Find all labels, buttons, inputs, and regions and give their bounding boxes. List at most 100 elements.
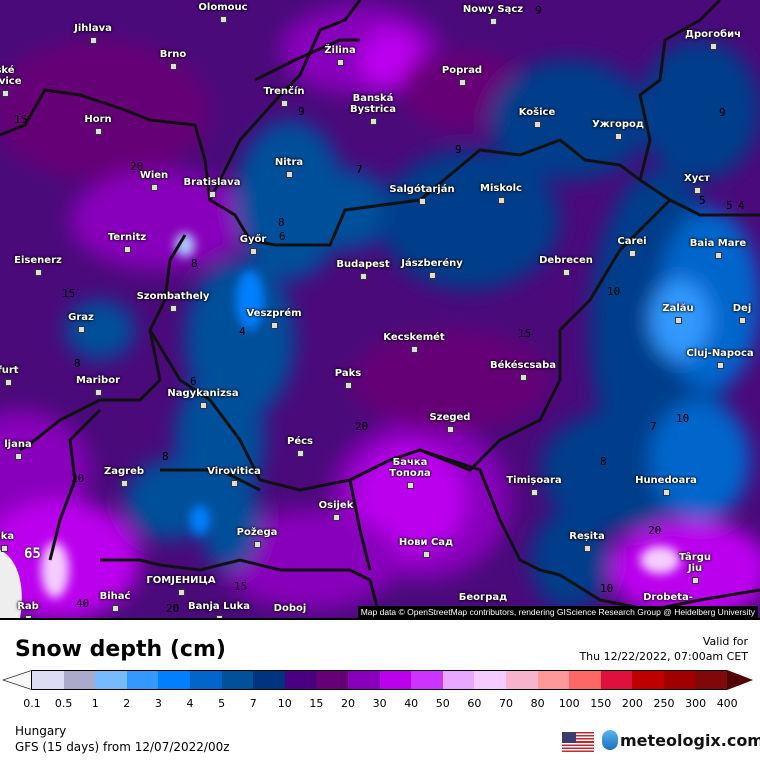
tick-label: 150 <box>590 697 612 710</box>
color-swatch <box>284 670 317 690</box>
tick-label: 70 <box>499 697 513 710</box>
city-label: Salgótarján <box>389 184 455 195</box>
contour-label: 5 <box>726 199 733 212</box>
meteologix-logo-icon <box>602 730 618 750</box>
city-label: Olomouc <box>198 2 248 13</box>
city-label: Budapest <box>336 259 390 270</box>
contour-label: 8 <box>191 257 198 270</box>
color-swatch <box>63 670 96 690</box>
city-label: Graz <box>68 312 94 323</box>
city-label: Jihlava <box>74 23 112 34</box>
city-label: Нови Сад <box>398 537 454 548</box>
contour-label: 40 <box>76 597 90 610</box>
city-label: Baia Mare <box>689 238 747 249</box>
contour-label: 9 <box>719 106 726 119</box>
city-label: Banská Bystrica <box>350 93 396 115</box>
city-label: Osijek <box>318 500 354 511</box>
city-label: Paks <box>334 368 362 379</box>
city-label: Brno <box>159 49 187 60</box>
contour-label: 8 <box>74 357 81 370</box>
tick-label: 60 <box>467 697 482 710</box>
color-swatch <box>600 670 633 690</box>
region-name: Hungary <box>15 724 67 738</box>
color-swatch <box>221 670 254 690</box>
city-label: Carei <box>617 236 647 247</box>
city-label: ské jovice <box>0 65 22 87</box>
tick-label: 20 <box>341 697 355 710</box>
tick-label: 1 <box>91 697 99 710</box>
city-label: ljana <box>4 439 32 450</box>
country-borders <box>0 0 760 618</box>
city-label: Virovitica <box>207 466 261 477</box>
city-label: Rab <box>17 601 39 612</box>
contour-label: 65 <box>24 546 41 562</box>
color-scale-ticks: 0.1 0.5 1 2 3 4 5 7 10 15 20 30 40 50 60 70 80 100 150 200 2… <box>0 697 760 711</box>
city-label: Hunedoara <box>635 475 697 486</box>
contour-label: 9 <box>535 4 542 17</box>
color-swatch <box>632 670 664 690</box>
city-label: ГОМЈЕНИЦА <box>146 575 216 586</box>
color-swatch <box>569 670 601 690</box>
model-run: GFS (15 days) from 12/07/2022/00z <box>15 740 230 754</box>
tick-label: 0.5 <box>54 697 73 710</box>
city-label: Horn <box>84 114 112 125</box>
city-label: Бачка Топола <box>389 457 431 479</box>
us-flag-icon[interactable] <box>562 732 594 752</box>
city-label: Reșita <box>569 531 605 542</box>
city-label: Timișoara <box>506 475 562 486</box>
contour-label: 7 <box>650 420 657 433</box>
tick-label: 30 <box>372 697 387 710</box>
contour-label: 6 <box>279 230 286 243</box>
city-label: Poprad <box>441 65 483 76</box>
city-label: Košice <box>518 107 556 118</box>
contour-label: 9 <box>298 105 305 118</box>
color-swatch <box>379 670 412 690</box>
city-label: Cluj-Napoca <box>686 348 754 359</box>
city-label: Trenčín <box>263 86 305 97</box>
color-swatch <box>474 670 506 690</box>
contour-label: 8 <box>278 216 285 229</box>
tick-label: 250 <box>653 697 675 710</box>
tick-label: 3 <box>154 697 162 710</box>
contour-label: 20 <box>71 472 85 485</box>
contour-label: 10 <box>600 582 614 595</box>
city-label: Drobeta- <box>643 592 693 603</box>
tick-label: 10 <box>277 697 292 710</box>
city-label: Veszprém <box>246 308 302 319</box>
contour-label: 15 <box>518 327 532 340</box>
city-label: furt <box>0 365 19 376</box>
color-swatch <box>189 670 222 690</box>
color-swatch <box>126 670 159 690</box>
tick-label: 200 <box>621 697 643 710</box>
city-label: Дрогобич <box>685 29 741 40</box>
city-label: Miskolc <box>480 183 522 194</box>
meteologix-logo[interactable]: meteologix.com <box>602 730 760 750</box>
color-scale-bar <box>2 670 754 690</box>
tick-label: 5 <box>218 697 226 710</box>
over-range-arrow <box>727 670 754 690</box>
color-swatch <box>347 670 380 690</box>
color-swatch <box>695 670 728 690</box>
city-label: Zalău <box>662 303 694 314</box>
contour-label: 15 <box>234 580 248 593</box>
tick-label: 50 <box>435 697 450 710</box>
contour-label: 4 <box>239 325 246 338</box>
tick-label: 7 <box>249 697 257 710</box>
contour-label: 4 <box>738 199 745 212</box>
city-label: Eisenerz <box>14 255 62 266</box>
color-swatch <box>32 670 64 690</box>
city-label: eka <box>0 531 15 542</box>
contour-label: 8 <box>600 455 607 468</box>
city-label: Ternitz <box>107 232 147 243</box>
color-swatch <box>442 670 475 690</box>
color-swatch <box>158 670 190 690</box>
city-label: Jászberény <box>401 258 463 269</box>
snow-depth-map[interactable]: Olomouc Jihlava Brno ské jovice Žilina P… <box>0 0 760 620</box>
valid-datetime: Thu 12/22/2022, 07:00am CET <box>579 650 748 663</box>
city-label: Nowy Sącz <box>462 4 524 15</box>
city-label: Doboj <box>273 603 307 614</box>
tick-label: 300 <box>685 697 707 710</box>
tick-label: 400 <box>716 697 738 710</box>
map-attribution: Map data © OpenStreetMap contributors, r… <box>357 606 758 618</box>
color-swatch <box>663 670 696 690</box>
